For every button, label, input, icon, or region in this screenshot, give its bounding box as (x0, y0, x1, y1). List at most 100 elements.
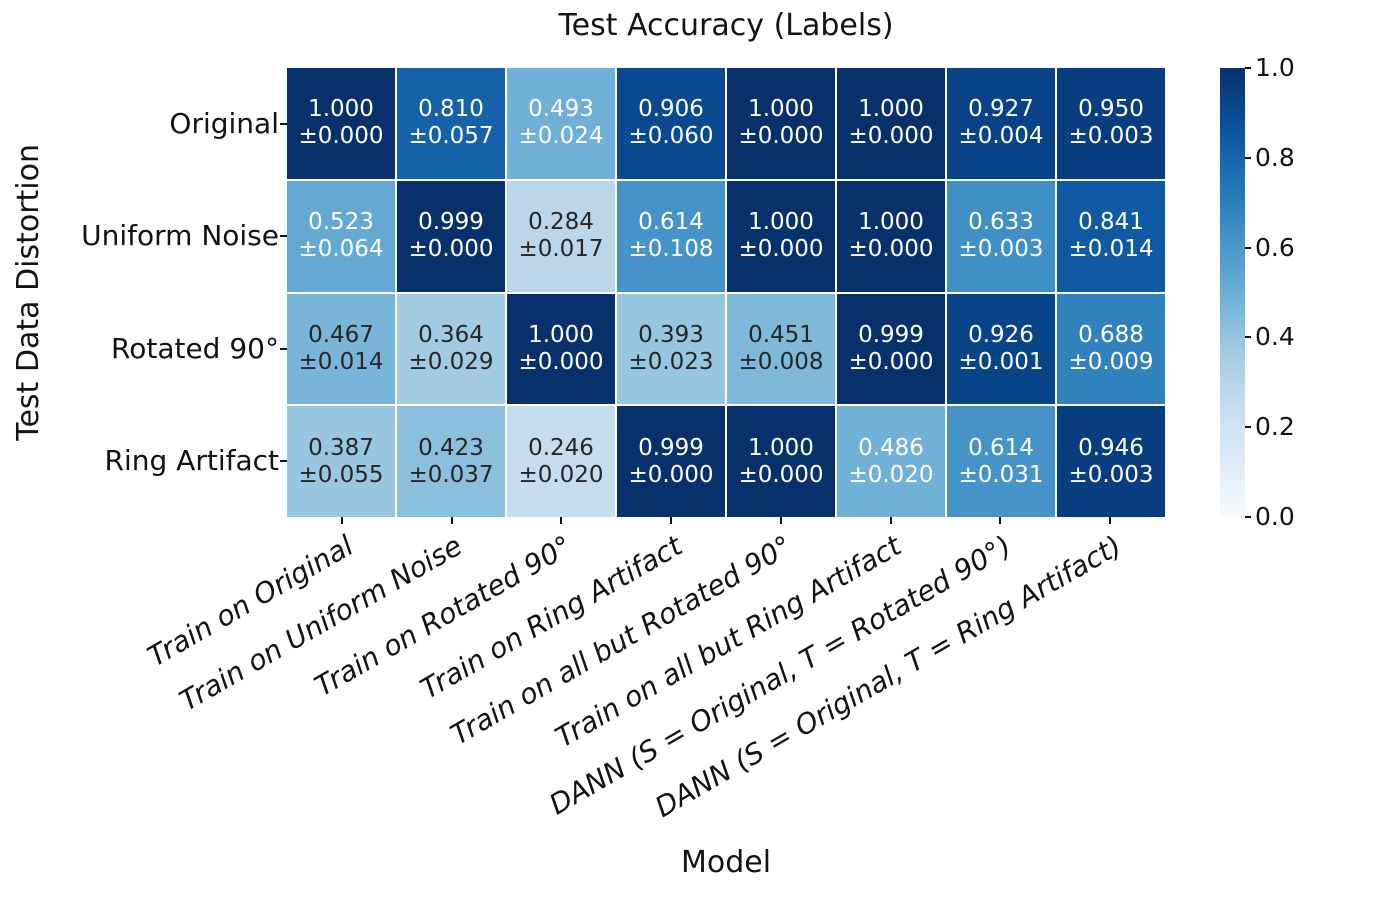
cell-value: 0.393 (638, 321, 704, 348)
cell-value: 0.614 (968, 434, 1034, 461)
heatmap-cell: 0.633 ±0.003 (947, 180, 1055, 292)
cell-value: 0.467 (308, 321, 374, 348)
cell-std: ±0.014 (298, 348, 384, 375)
heatmap-cell: 1.000 ±0.000 (287, 68, 395, 179)
cell-value: 0.451 (748, 321, 814, 348)
cell-value: 0.387 (308, 434, 374, 461)
cell-std: ±0.000 (738, 123, 824, 150)
axis-tick (340, 517, 343, 524)
cell-std: ±0.000 (738, 236, 824, 263)
cell-std: ±0.020 (848, 461, 934, 488)
heatmap-cell: 0.284 ±0.017 (507, 180, 615, 292)
colorbar-tick (1245, 156, 1251, 159)
cell-std: ±0.000 (848, 236, 934, 263)
cell-std: ±0.000 (848, 123, 934, 150)
y-axis-label: Test Data Distortion (10, 144, 46, 441)
axis-tick (999, 517, 1002, 524)
heatmap-cell: 0.926 ±0.001 (947, 293, 1055, 405)
heatmap-cell: 0.841 ±0.014 (1057, 180, 1165, 292)
cell-value: 0.999 (418, 209, 484, 235)
cell-std: ±0.000 (848, 348, 934, 375)
heatmap-cell: 0.493 ±0.024 (507, 68, 615, 179)
cell-value: 0.246 (528, 434, 594, 461)
colorbar-tick (1245, 246, 1251, 249)
colorbar-tick-label: 1.0 (1255, 53, 1295, 82)
cell-std: ±0.009 (1068, 348, 1154, 375)
colorbar-tick (1245, 426, 1251, 429)
heatmap-cell: 0.451 ±0.008 (727, 293, 835, 405)
heatmap-cell: 0.523 ±0.064 (287, 180, 395, 292)
cell-std: ±0.024 (518, 123, 604, 150)
cell-value: 1.000 (858, 209, 924, 235)
axis-tick (670, 517, 673, 524)
cell-std: ±0.000 (518, 348, 604, 375)
cell-std: ±0.031 (958, 461, 1044, 488)
heatmap-cell: 1.000 ±0.000 (727, 180, 835, 292)
y-tick-label: Ring Artifact (104, 443, 279, 477)
cell-value: 0.950 (1078, 96, 1144, 123)
cell-std: ±0.003 (958, 236, 1044, 263)
colorbar-tick (1245, 336, 1251, 339)
cell-std: ±0.004 (958, 123, 1044, 150)
cell-value: 1.000 (748, 434, 814, 461)
heatmap-cell: 0.810 ±0.057 (397, 68, 505, 179)
cell-value: 0.633 (968, 209, 1034, 235)
cell-std: ±0.029 (408, 348, 494, 375)
cell-value: 0.927 (968, 96, 1034, 123)
colorbar (1220, 68, 1245, 517)
colorbar-tick-label: 0.2 (1255, 412, 1295, 442)
heatmap-cell: 0.999 ±0.000 (397, 180, 505, 292)
axis-tick (280, 347, 287, 350)
cell-value: 0.810 (418, 96, 484, 123)
axis-tick (889, 517, 892, 524)
colorbar-tick-label: 0.8 (1255, 142, 1295, 172)
cell-value: 1.000 (308, 96, 374, 123)
colorbar-tick-label: 0.6 (1255, 232, 1295, 262)
cell-std: ±0.064 (298, 236, 384, 263)
cell-value: 0.523 (308, 209, 374, 235)
heatmap-cell: 0.364 ±0.029 (397, 293, 505, 405)
cell-std: ±0.057 (408, 123, 494, 150)
cell-value: 0.688 (1078, 321, 1144, 348)
colorbar-tick (1245, 516, 1251, 518)
axis-tick (280, 235, 287, 238)
heatmap-cell: 0.486 ±0.020 (837, 406, 945, 517)
cell-std: ±0.014 (1068, 236, 1154, 263)
cell-std: ±0.108 (628, 236, 714, 263)
colorbar-tick-label: 0.4 (1255, 322, 1295, 352)
chart-title: Test Accuracy (Labels) (558, 8, 894, 43)
heatmap-cell: 0.950 ±0.003 (1057, 68, 1165, 179)
axis-tick (1109, 517, 1112, 524)
heatmap-cell: 0.467 ±0.014 (287, 293, 395, 405)
axis-tick (560, 517, 563, 524)
y-tick-label: Rotated 90° (111, 331, 279, 365)
axis-tick (779, 517, 782, 524)
heatmap-cell: 0.946 ±0.003 (1057, 406, 1165, 517)
x-axis-label: Model (680, 845, 772, 880)
cell-value: 1.000 (748, 209, 814, 235)
cell-std: ±0.003 (1068, 461, 1154, 488)
cell-std: ±0.037 (408, 461, 494, 488)
cell-value: 0.423 (418, 434, 484, 461)
heatmap-cell: 0.906 ±0.060 (617, 68, 725, 179)
heatmap-cell: 1.000 ±0.000 (507, 293, 615, 405)
heatmap-cell: 1.000 ±0.000 (727, 68, 835, 179)
cell-std: ±0.023 (628, 348, 714, 375)
heatmap-cell: 0.387 ±0.055 (287, 406, 395, 517)
cell-value: 0.926 (968, 321, 1034, 348)
heatmap-cell: 0.688 ±0.009 (1057, 293, 1165, 405)
heatmap-cell: 0.999 ±0.000 (617, 406, 725, 517)
cell-std: ±0.055 (298, 461, 384, 488)
cell-std: ±0.008 (738, 348, 824, 375)
heatmap-grid: 1.000 ±0.000 0.810 ±0.057 0.493 ±0.024 0.906 ±0… (287, 68, 1165, 517)
cell-std: ±0.000 (408, 236, 494, 263)
heatmap-cell: 0.614 ±0.108 (617, 180, 725, 292)
colorbar-tick-label: 0.0 (1255, 502, 1295, 531)
cell-std: ±0.060 (628, 123, 714, 150)
cell-std: ±0.000 (738, 461, 824, 488)
heatmap-cell: 1.000 ±0.000 (727, 406, 835, 517)
cell-value: 0.999 (858, 321, 924, 348)
cell-std: ±0.003 (1068, 123, 1154, 150)
cell-std: ±0.000 (298, 123, 384, 150)
heatmap-cell: 0.393 ±0.023 (617, 293, 725, 405)
